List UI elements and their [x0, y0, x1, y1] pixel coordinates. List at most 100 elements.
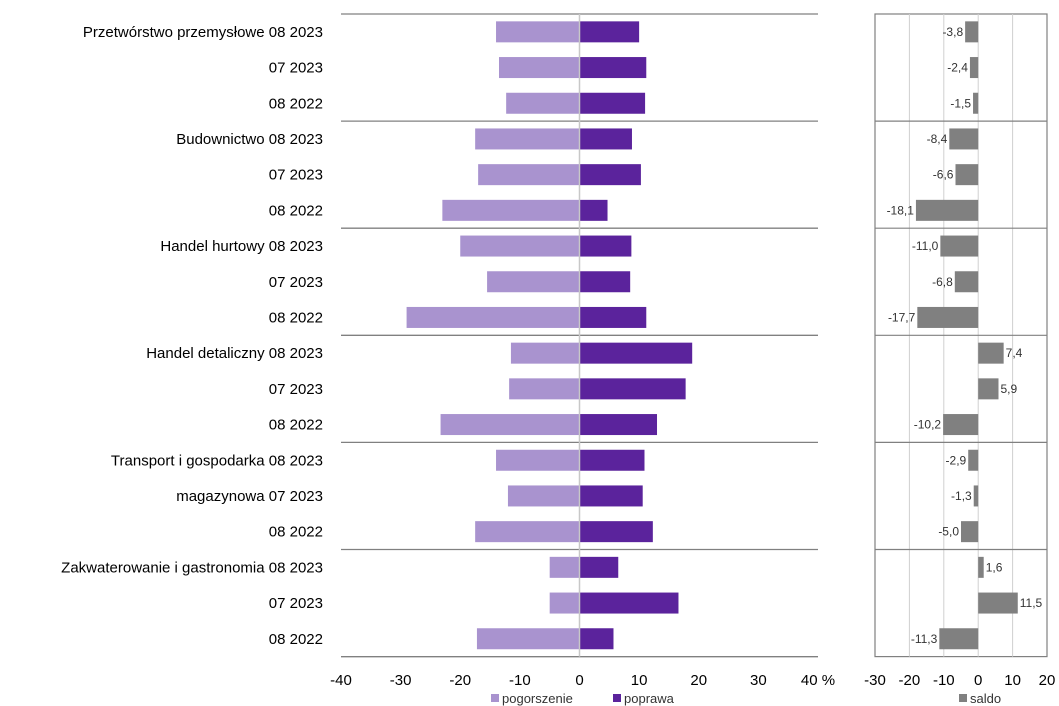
left-chart: Przetwórstwo przemysłowe 08 2023 07 2023 0… — [61, 13, 835, 689]
bar-poprawa — [579, 271, 631, 293]
x-tick-label: 40 % — [801, 672, 835, 689]
category-label: 08 2022 — [269, 95, 323, 112]
legend-label-poprawa: poprawa — [624, 691, 675, 706]
category-label: 07 2023 — [269, 381, 323, 398]
right-chart: -30 -20 -10 0 10 20 -3,8 -2,4 -1,5 -8,4 -6,6 -18,1 -… — [864, 13, 1055, 689]
bar-pogorszenie — [487, 271, 580, 293]
bar-poprawa — [579, 449, 645, 471]
bar-poprawa — [579, 414, 658, 436]
bar-poprawa — [579, 57, 647, 79]
x-tick-label: 20 — [690, 672, 707, 689]
x-tick-label: 10 — [1004, 672, 1021, 689]
bar-pogorszenie — [549, 556, 580, 578]
category-label: 08 2022 — [269, 309, 323, 326]
bar-pogorszenie — [496, 21, 580, 43]
legend-swatch-poprawa — [613, 694, 621, 702]
category-label: Przetwórstwo przemysłowe 08 2023 — [83, 24, 323, 41]
bar-pogorszenie — [506, 92, 580, 114]
category-label: Handel hurtowy 08 2023 — [160, 238, 323, 255]
bar-saldo — [955, 164, 979, 186]
bar-pogorszenie — [549, 592, 580, 614]
bar-pogorszenie — [507, 485, 580, 507]
x-tick-label: -20 — [899, 672, 921, 689]
bar-poprawa — [579, 235, 632, 257]
bar-poprawa — [579, 628, 614, 650]
category-label: 07 2023 — [269, 60, 323, 77]
category-label: 08 2022 — [269, 631, 323, 648]
bar-saldo — [965, 21, 979, 43]
x-tick-label: -30 — [390, 672, 412, 689]
x-tick-label: -30 — [864, 672, 886, 689]
bar-saldo — [915, 199, 979, 221]
bar-pogorszenie — [496, 449, 580, 471]
x-tick-label: 0 — [974, 672, 982, 689]
bar-pogorszenie — [510, 342, 580, 364]
category-label: 07 2023 — [269, 167, 323, 184]
bar-pogorszenie — [499, 57, 580, 79]
x-tick-label: 0 — [575, 672, 583, 689]
bar-pogorszenie — [475, 521, 580, 543]
bar-saldo — [973, 92, 979, 114]
bar-saldo — [961, 521, 979, 543]
bar-pogorszenie — [478, 164, 580, 186]
data-label: -17,7 — [888, 310, 916, 324]
bar-poprawa — [579, 485, 643, 507]
category-label: Handel detaliczny 08 2023 — [146, 345, 323, 362]
bar-poprawa — [579, 21, 640, 43]
x-tick-label: -10 — [509, 672, 531, 689]
bar-poprawa — [579, 556, 619, 578]
bar-saldo — [978, 556, 984, 578]
bar-pogorszenie — [440, 414, 580, 436]
data-label: -1,5 — [950, 96, 971, 110]
bar-pogorszenie — [475, 128, 580, 150]
x-tick-label: 10 — [631, 672, 648, 689]
bar-poprawa — [579, 128, 632, 150]
legend-swatch-pogorszenie — [491, 694, 499, 702]
bar-saldo — [978, 342, 1004, 364]
category-label: Transport i gospodarka 08 2023 — [111, 452, 323, 469]
bar-saldo — [949, 128, 979, 150]
category-label: Budownictwo 08 2023 — [176, 131, 323, 148]
data-label: -6,8 — [932, 275, 953, 289]
x-tick-label: -20 — [449, 672, 471, 689]
data-label: 7,4 — [1006, 346, 1023, 360]
data-label: -6,6 — [933, 168, 954, 182]
bar-saldo — [954, 271, 979, 293]
category-label: Zakwaterowanie i gastronomia 08 2023 — [61, 559, 323, 576]
legend: pogorszenie poprawa saldo — [491, 691, 1001, 706]
category-label: magazynowa 07 2023 — [176, 488, 323, 505]
bar-poprawa — [579, 521, 653, 543]
bar-poprawa — [579, 306, 647, 328]
data-label: -2,9 — [946, 453, 967, 467]
category-label: 07 2023 — [269, 595, 323, 612]
x-tick-label: -10 — [933, 672, 955, 689]
category-label: 08 2022 — [269, 202, 323, 219]
data-label: -11,3 — [911, 632, 938, 646]
bar-saldo — [978, 378, 999, 400]
category-label: 08 2022 — [269, 417, 323, 434]
data-label: -8,4 — [927, 132, 948, 146]
category-label: 07 2023 — [269, 274, 323, 291]
bar-saldo — [969, 57, 979, 79]
data-label: -10,2 — [914, 418, 942, 432]
legend-swatch-saldo — [959, 694, 967, 702]
bar-saldo — [917, 306, 979, 328]
bar-poprawa — [579, 92, 646, 114]
data-label: -5,0 — [938, 525, 959, 539]
data-label: 11,5 — [1020, 596, 1043, 610]
bar-saldo — [968, 449, 979, 471]
legend-label-pogorszenie: pogorszenie — [502, 691, 573, 706]
bar-poprawa — [579, 199, 608, 221]
bar-poprawa — [579, 378, 686, 400]
x-tick-label: -40 — [330, 672, 352, 689]
bar-pogorszenie — [442, 199, 580, 221]
bar-saldo — [943, 414, 979, 436]
data-label: 1,6 — [986, 560, 1003, 574]
data-label: -1,3 — [951, 489, 972, 503]
bar-pogorszenie — [476, 628, 580, 650]
data-label: -11,0 — [912, 239, 939, 253]
data-label: -18,1 — [887, 203, 915, 217]
category-label: 08 2022 — [269, 524, 323, 541]
data-label: 5,9 — [1000, 382, 1017, 396]
